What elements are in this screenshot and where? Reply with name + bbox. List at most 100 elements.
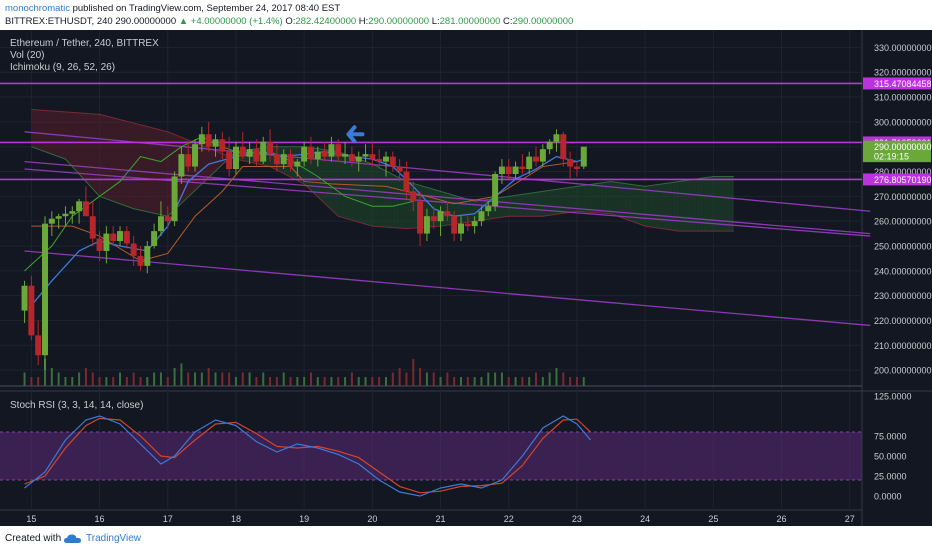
candle-down — [273, 154, 280, 165]
cloud-segment — [658, 183, 663, 229]
cloud-segment — [120, 119, 124, 206]
volume-bar — [575, 377, 578, 386]
candle-down — [219, 139, 226, 152]
legend-title: Ethereum / Tether, 240, BITTREX — [10, 38, 159, 49]
price-chart[interactable]: 330.00000000 320.00000000 310.00000000 300.… — [0, 30, 932, 526]
volume-bar — [535, 372, 538, 386]
volume-bar — [398, 368, 401, 386]
volume-bar — [180, 363, 183, 386]
volume-bar — [78, 372, 81, 386]
cloud-segment — [669, 182, 673, 231]
cloud-segment — [351, 156, 356, 222]
candle-up — [178, 154, 185, 177]
cloud-segment — [406, 181, 410, 229]
cloud-segment — [621, 182, 625, 219]
date-tick-label: 17 — [163, 514, 173, 524]
candle-up — [342, 154, 349, 157]
volume-bar — [64, 377, 67, 386]
cloud-segment — [662, 183, 666, 230]
candle-down — [533, 156, 540, 162]
candle-down — [137, 255, 144, 266]
volume-bar — [446, 372, 449, 386]
cloud-segment — [331, 150, 335, 213]
candle-up — [144, 246, 151, 266]
cloud-segment — [522, 193, 526, 217]
price-label-box — [863, 140, 931, 153]
volume-bar — [391, 372, 394, 386]
volume-bar — [282, 372, 285, 386]
date-tick-label: 25 — [708, 514, 718, 524]
volume-bar — [248, 372, 251, 386]
cloud-segment — [41, 110, 46, 152]
volume-bar — [228, 372, 231, 386]
cloud-segment — [730, 176, 734, 232]
cloud-segment — [672, 181, 676, 231]
candle-down — [335, 144, 342, 157]
cloud-segment — [624, 183, 629, 220]
candle-up — [526, 156, 533, 170]
candle-down — [369, 154, 376, 160]
cloud-segment — [116, 118, 121, 204]
trendline — [24, 131, 871, 212]
volume-bar — [173, 368, 176, 386]
candle-down — [403, 171, 410, 192]
candle-down — [430, 216, 437, 222]
cloud-segment — [512, 195, 516, 217]
candle-down — [348, 154, 355, 162]
price-change: ▲ +4.00000000 (+1.4%) — [178, 16, 283, 27]
cloud-segment — [150, 127, 155, 214]
volume-bar — [303, 377, 306, 386]
volume-bar — [337, 377, 340, 386]
candle-up — [192, 144, 199, 167]
volume-bar — [412, 359, 415, 386]
cloud-segment — [539, 191, 543, 217]
cloud-segment — [546, 190, 550, 216]
created-with-text: Created with — [5, 533, 62, 544]
candle-up — [294, 161, 301, 167]
date-tick-label: 24 — [640, 514, 650, 524]
price-label-box — [863, 173, 931, 186]
volume-bar — [494, 372, 497, 386]
cloud-segment — [638, 185, 642, 225]
volume-bar — [91, 372, 94, 386]
volume-bar — [119, 372, 122, 386]
tradingview-brand[interactable]: TradingView — [86, 533, 142, 544]
cloud-segment — [55, 111, 59, 157]
legend-ichimoku: Ichimoku (9, 26, 52, 26) — [10, 62, 115, 73]
author-link[interactable]: monochromatic — [5, 3, 70, 14]
volume-bar — [500, 372, 503, 386]
price-label-text: 315.47084458 — [874, 79, 932, 89]
candle-up — [301, 146, 308, 162]
volume-bar — [350, 372, 353, 386]
cloud-segment — [474, 200, 479, 222]
cloud-segment — [130, 122, 134, 209]
cloud-segment — [576, 185, 581, 212]
candle-up — [437, 211, 444, 222]
stoch-k-line — [24, 415, 592, 497]
volume-bar — [569, 377, 572, 386]
date-tick-label: 22 — [504, 514, 514, 524]
candle-down — [96, 238, 103, 251]
cloud-segment — [505, 196, 509, 217]
cloud-segment — [358, 159, 363, 224]
candle-down — [130, 243, 137, 256]
candle-down — [444, 211, 451, 217]
ohlc-high-label: H: — [358, 16, 369, 27]
cloud-segment — [385, 171, 390, 228]
cloud-segment — [382, 169, 386, 228]
cloud-segment — [82, 113, 86, 182]
date-tick-label: 23 — [572, 514, 582, 524]
candle-up — [355, 156, 362, 162]
cloud-segment — [675, 181, 680, 232]
candle-up — [498, 166, 505, 174]
cloud-segment — [709, 176, 714, 232]
chart-area[interactable]: 330.00000000 320.00000000 310.00000000 300.… — [0, 30, 932, 526]
volume-bar — [23, 372, 26, 386]
candle-up — [198, 134, 205, 145]
candle-up — [212, 139, 219, 147]
candle-down — [205, 134, 212, 147]
volume-bar — [364, 377, 367, 386]
cloud-segment — [648, 185, 652, 228]
cloud-segment — [113, 117, 117, 203]
cloud-segment — [689, 179, 693, 232]
